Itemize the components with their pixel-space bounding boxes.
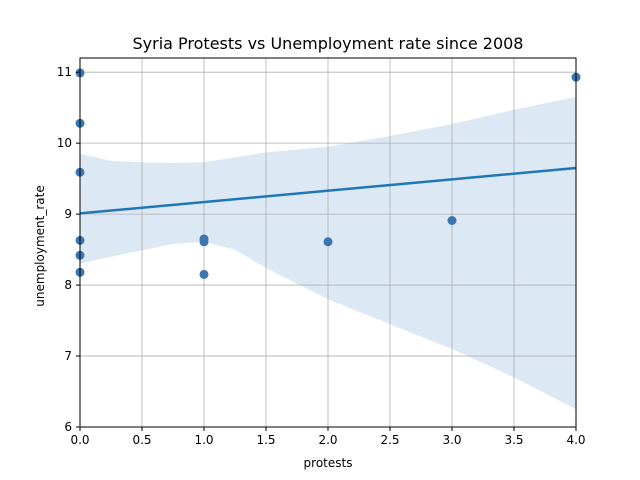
y-tick-label: 11 [57, 65, 72, 79]
plot-area [75, 57, 581, 428]
data-point [199, 237, 209, 247]
x-tick-label: 3.5 [504, 433, 523, 447]
y-tick-label: 6 [64, 420, 72, 434]
data-point [323, 237, 333, 247]
chart-title: Syria Protests vs Unemployment rate sinc… [133, 34, 524, 53]
data-point [447, 216, 457, 226]
x-tick-label: 1.0 [194, 433, 213, 447]
data-point [199, 269, 209, 279]
regression-line [79, 166, 577, 215]
y-tick-label: 8 [64, 278, 72, 292]
x-axis-ticks: 0.0 0.5 1.0 1.5 2.0 2.5 3.0 3.5 4.0 [70, 427, 586, 447]
y-tick-label: 9 [64, 207, 72, 221]
y-tick-label: 7 [64, 349, 72, 363]
x-tick-label: 4.0 [566, 433, 585, 447]
y-axis-ticks: 6 7 8 9 10 11 [57, 65, 80, 434]
x-axis-label: protests [304, 456, 353, 470]
x-tick-label: 1.5 [256, 433, 275, 447]
x-tick-label: 0.0 [70, 433, 89, 447]
x-tick-label: 3.0 [442, 433, 461, 447]
x-tick-label: 2.0 [318, 433, 337, 447]
y-tick-label: 10 [57, 136, 72, 150]
x-tick-label: 0.5 [132, 433, 151, 447]
y-axis-label: unemployment_rate [33, 185, 47, 306]
x-tick-label: 2.5 [380, 433, 399, 447]
